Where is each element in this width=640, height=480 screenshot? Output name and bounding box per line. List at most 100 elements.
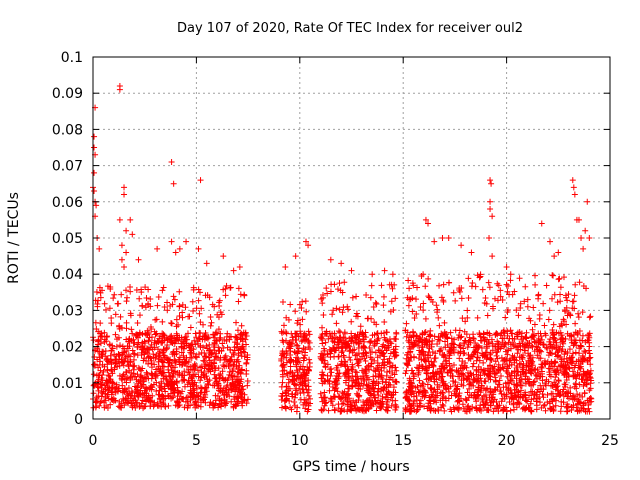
data-point	[175, 356, 182, 363]
data-point	[188, 355, 195, 362]
data-point	[341, 279, 348, 286]
data-point	[550, 321, 557, 328]
data-point	[136, 295, 143, 302]
data-point	[392, 343, 399, 350]
data-point	[205, 362, 212, 369]
data-point	[139, 346, 146, 353]
data-point	[486, 340, 493, 347]
data-point	[511, 406, 517, 413]
data-point	[389, 397, 396, 404]
data-point	[390, 349, 397, 356]
data-point	[334, 286, 341, 293]
data-point	[161, 303, 168, 310]
data-point	[379, 343, 386, 350]
data-point	[479, 350, 486, 357]
data-point	[202, 391, 209, 398]
data-point	[407, 403, 414, 410]
data-point	[145, 346, 152, 353]
data-point	[535, 335, 542, 342]
data-point	[409, 295, 416, 302]
data-point	[328, 369, 335, 376]
data-point	[456, 397, 463, 404]
data-point	[580, 245, 587, 252]
data-point	[203, 353, 210, 360]
data-point	[515, 312, 522, 319]
data-point	[414, 406, 421, 413]
data-point	[471, 391, 478, 398]
data-point	[201, 358, 208, 365]
data-point	[512, 386, 519, 393]
data-point	[574, 408, 581, 415]
data-point	[323, 285, 330, 292]
data-point	[195, 396, 202, 403]
data-point	[355, 340, 362, 347]
data-point	[480, 330, 487, 337]
data-point	[195, 335, 202, 342]
data-point	[536, 312, 543, 319]
data-point	[567, 312, 574, 319]
data-point	[294, 358, 301, 365]
data-point	[98, 389, 105, 396]
data-point	[336, 280, 343, 287]
data-point	[584, 408, 591, 415]
data-point	[282, 389, 289, 396]
data-point	[319, 300, 326, 307]
data-point	[185, 359, 192, 366]
data-point	[181, 383, 188, 390]
data-point	[586, 330, 593, 337]
data-point	[441, 354, 447, 361]
data-point	[294, 320, 301, 327]
data-point	[559, 322, 566, 329]
data-point	[180, 345, 187, 352]
data-point	[435, 334, 442, 341]
data-point	[331, 406, 338, 413]
data-point	[522, 376, 529, 383]
data-point	[159, 392, 166, 399]
data-point	[181, 368, 188, 375]
data-point	[487, 376, 494, 383]
data-point	[192, 341, 199, 348]
data-point	[446, 363, 453, 370]
data-point	[189, 366, 196, 373]
x-tick-label: 15	[394, 433, 412, 449]
data-point	[374, 399, 381, 406]
data-point	[200, 371, 207, 378]
data-point	[291, 348, 298, 355]
data-point	[381, 267, 388, 274]
data-point	[513, 307, 520, 314]
data-point	[421, 341, 428, 348]
data-point	[299, 316, 306, 323]
data-point	[150, 403, 157, 410]
data-point	[126, 335, 133, 342]
data-point	[537, 339, 544, 346]
data-point	[563, 364, 570, 371]
data-point	[541, 401, 548, 408]
data-point	[383, 329, 390, 336]
data-point	[179, 314, 186, 321]
data-point	[137, 377, 144, 384]
data-point	[469, 403, 476, 410]
data-point	[390, 384, 397, 391]
data-point	[238, 322, 245, 329]
data-point	[582, 338, 589, 345]
data-point	[95, 387, 102, 394]
data-point	[416, 389, 423, 396]
data-point	[187, 349, 194, 356]
data-point	[110, 295, 117, 302]
data-point	[170, 374, 177, 381]
data-point	[287, 301, 294, 308]
data-point	[101, 300, 108, 307]
data-point	[123, 249, 130, 256]
data-point	[93, 372, 100, 379]
data-point	[560, 316, 567, 323]
data-point	[413, 311, 420, 318]
data-point	[188, 374, 195, 381]
data-point	[155, 358, 162, 365]
data-point	[305, 392, 312, 399]
data-point	[289, 393, 296, 400]
data-point	[104, 283, 111, 290]
data-point	[149, 334, 156, 341]
data-point	[128, 399, 135, 406]
data-point	[190, 350, 197, 357]
data-point	[289, 334, 296, 341]
